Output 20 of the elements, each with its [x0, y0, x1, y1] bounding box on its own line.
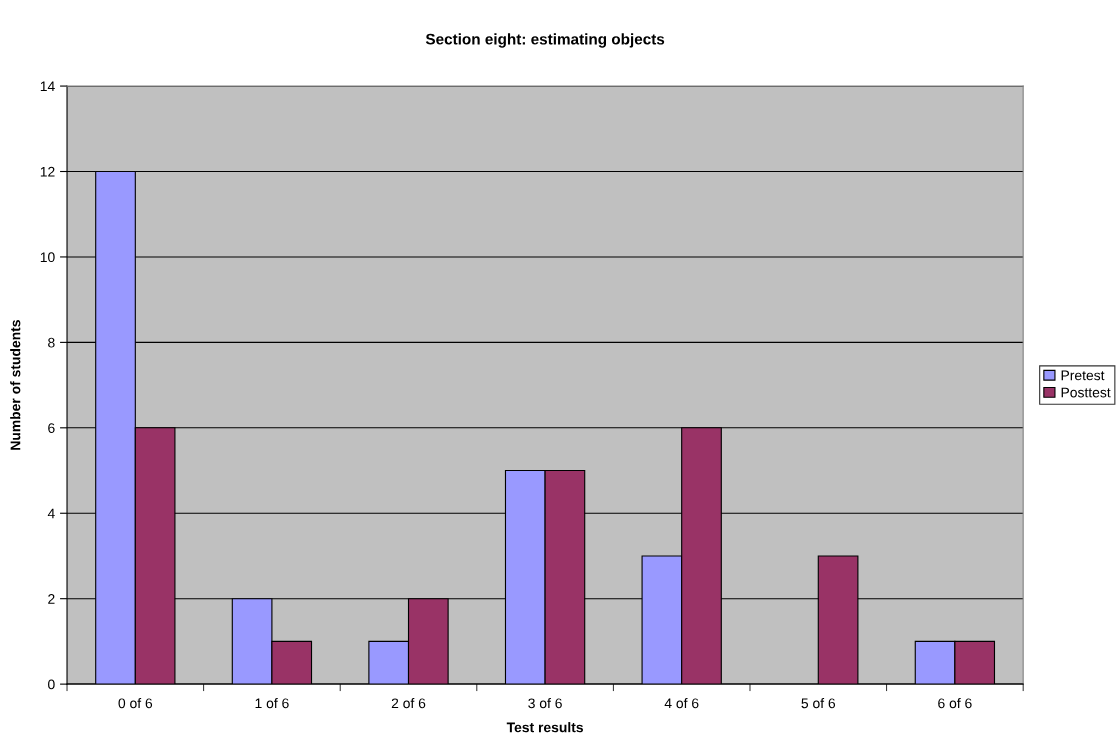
y-tick-label: 14 [40, 81, 55, 92]
legend-label: Posttest [1061, 387, 1111, 398]
x-tick-label: 6 of 6 [938, 698, 972, 709]
x-tick-label: 2 of 6 [391, 698, 426, 709]
x-tick-label: 0 of 6 [118, 698, 153, 709]
y-tick-label: 2 [48, 594, 55, 604]
y-tick-label: 0 [48, 679, 55, 690]
y-tick-label: 4 [47, 508, 55, 519]
chart-title: Section eight: estimating objects [425, 33, 665, 48]
x-tick-label: 3 of 6 [528, 698, 562, 709]
x-tick-label: 4 of 6 [664, 698, 699, 709]
x-tick-label: 5 of 6 [801, 698, 836, 709]
y-axis-title: Number of students [10, 320, 21, 450]
x-axis-title: Test results [506, 722, 583, 733]
y-tick-label: 6 [48, 423, 55, 433]
x-tick-label: 1 of 6 [255, 698, 289, 709]
y-tick-label: 10 [40, 252, 55, 263]
y-tick-label: 8 [48, 337, 55, 348]
legend-label: Pretest [1061, 370, 1105, 381]
y-tick-label: 12 [40, 166, 55, 177]
